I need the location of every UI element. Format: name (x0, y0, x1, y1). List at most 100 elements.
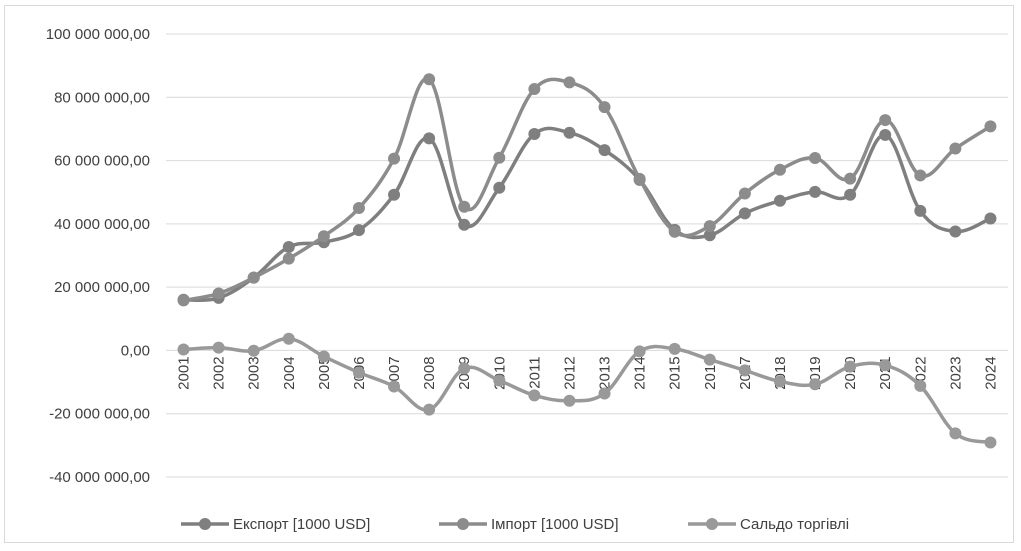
data-point (282, 252, 295, 265)
data-point (773, 375, 786, 388)
y-tick-label: 100 000 000,00 (46, 26, 150, 43)
data-point (879, 128, 892, 141)
data-point (388, 380, 401, 393)
data-point (914, 204, 927, 217)
data-point (703, 229, 716, 242)
data-point (738, 364, 751, 377)
legend-item: Сальдо торгівлі (688, 516, 849, 533)
data-point (177, 343, 190, 356)
data-point (388, 152, 401, 165)
y-tick-label: 40 000 000,00 (54, 216, 150, 233)
series-line (181, 126, 993, 302)
data-point (703, 353, 716, 366)
data-point (703, 220, 716, 233)
data-point (809, 378, 822, 391)
data-point (352, 366, 365, 379)
legend-label: Експорт [1000 USD] (233, 516, 370, 533)
chart-frame (4, 5, 1014, 543)
data-point (984, 436, 997, 449)
data-point (598, 101, 611, 114)
data-point (247, 271, 260, 284)
data-point (458, 200, 471, 213)
data-point (844, 360, 857, 373)
x-tick-label: 2003 (246, 356, 263, 389)
legend-swatch-marker (457, 518, 469, 530)
data-point (668, 225, 681, 238)
data-point (949, 142, 962, 155)
data-point (984, 120, 997, 133)
data-point (282, 240, 295, 253)
x-tick-label: 2014 (632, 356, 649, 389)
data-point (984, 212, 997, 225)
data-point (879, 359, 892, 372)
data-point (773, 163, 786, 176)
data-point (212, 287, 225, 300)
legend: Експорт [1000 USD] Імпорт [1000 USD] Сальд… (181, 516, 849, 533)
data-point (738, 207, 751, 220)
data-point (668, 342, 681, 355)
series-lines (177, 73, 997, 449)
x-tick-label: 2001 (176, 356, 193, 389)
data-point (528, 127, 541, 140)
data-point (914, 379, 927, 392)
data-point (633, 345, 646, 358)
y-tick-label: 0,00 (121, 342, 150, 359)
data-point (388, 188, 401, 201)
gridlines (166, 33, 1008, 478)
data-point (879, 114, 892, 127)
data-point (528, 389, 541, 402)
data-point (738, 187, 751, 200)
series-1 (177, 126, 997, 306)
data-point (247, 344, 260, 357)
data-point (493, 151, 506, 164)
data-point (809, 152, 822, 165)
x-tick-label: 2023 (947, 356, 964, 389)
x-axis-tick-labels: 2001200220032004200520062007200820092010… (176, 356, 1000, 389)
data-point (458, 362, 471, 375)
x-tick-label: 2016 (702, 356, 719, 389)
legend-label: Сальдо торгівлі (740, 516, 849, 533)
legend-swatch-marker (199, 518, 211, 530)
x-tick-label: 2015 (667, 356, 684, 389)
data-point (423, 73, 436, 86)
data-point (598, 144, 611, 157)
data-point (844, 172, 857, 185)
series-line (181, 336, 993, 445)
legend-label: Імпорт [1000 USD] (491, 516, 619, 533)
data-point (633, 172, 646, 185)
data-point (317, 230, 330, 243)
data-point (423, 403, 436, 416)
data-point (352, 202, 365, 215)
data-point (458, 218, 471, 231)
data-point (177, 294, 190, 307)
y-axis-tick-labels: 100 000 000,00 80 000 000,00 60 000 000,00… (46, 26, 150, 486)
y-tick-label: 60 000 000,00 (54, 153, 150, 170)
data-point (317, 350, 330, 363)
data-point (598, 387, 611, 400)
data-point (493, 374, 506, 387)
x-tick-label: 2011 (526, 356, 543, 388)
series-2 (177, 73, 997, 307)
x-tick-label: 2008 (421, 356, 438, 389)
x-tick-label: 2007 (386, 356, 403, 389)
data-point (352, 224, 365, 237)
legend-item: Експорт [1000 USD] (181, 516, 370, 533)
legend-swatch-marker (706, 518, 718, 530)
x-tick-label: 2005 (316, 356, 333, 389)
data-point (282, 332, 295, 345)
series-3 (177, 332, 997, 449)
data-point (563, 76, 576, 89)
data-point (949, 427, 962, 440)
x-tick-label: 2002 (211, 356, 228, 389)
legend-item: Імпорт [1000 USD] (439, 516, 619, 533)
data-point (773, 194, 786, 207)
data-point (914, 169, 927, 182)
x-tick-label: 2012 (561, 356, 578, 389)
data-point (563, 394, 576, 407)
data-point (528, 83, 541, 96)
data-point (809, 185, 822, 198)
data-point (212, 341, 225, 354)
data-point (423, 132, 436, 145)
data-point (563, 126, 576, 139)
data-point (844, 188, 857, 201)
